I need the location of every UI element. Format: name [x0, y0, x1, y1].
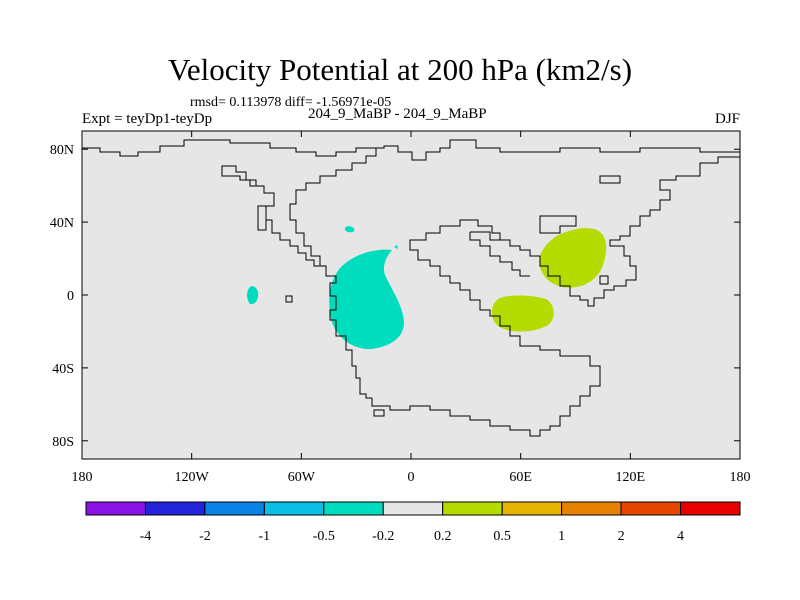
colorbar-label: 0.5	[493, 529, 511, 544]
negative-anomaly-small	[344, 226, 355, 233]
colorbar-box	[85, 501, 146, 516]
colorbar-label: -2	[199, 529, 211, 544]
colorbar-label: 1	[558, 529, 565, 544]
x-tick-label: 120W	[175, 470, 210, 485]
shaded-regions	[247, 226, 607, 350]
colorbar-label: 4	[677, 529, 684, 544]
colorbar-box	[204, 501, 265, 516]
negative-anomaly-dot	[394, 245, 398, 249]
colorbar-label: -4	[140, 529, 152, 544]
colorbar-box	[620, 501, 682, 516]
coastline-arabia-india	[469, 231, 530, 277]
y-tick-label: 80N	[50, 143, 74, 158]
y-tick-label: 40S	[52, 362, 74, 377]
map-axes: 180 120W 60W 0 60E 120E 180 80N 40N 0 40S 80S	[50, 131, 751, 485]
colorbar-box	[442, 501, 503, 516]
x-tick-label: 180	[730, 470, 751, 485]
map-background	[82, 131, 740, 459]
colorbar-box	[501, 501, 563, 516]
coastline-islands	[257, 175, 621, 417]
colorbar-label: 0.2	[434, 529, 452, 544]
positive-anomaly-asia	[539, 228, 607, 288]
colorbar-box	[382, 501, 444, 516]
colorbar-box	[263, 501, 325, 516]
colorbar-box	[561, 501, 622, 516]
coastline-eurasia	[371, 156, 740, 437]
x-tick-label: 60E	[509, 470, 532, 485]
colorbar-label: -0.5	[313, 529, 335, 544]
x-tick-label: 120E	[616, 470, 646, 485]
x-tick-label: 0	[408, 470, 415, 485]
x-tick-label: 180	[72, 470, 93, 485]
experiment-label: Expt = teyDp1-teyDp	[82, 111, 213, 127]
y-tick-label: 0	[67, 289, 74, 304]
coastline-south-america	[320, 265, 372, 399]
case-label: 204_9_MaBP - 204_9_MaBP	[308, 106, 487, 122]
colorbar-label: -1	[259, 529, 271, 544]
y-tick-label: 80S	[52, 435, 74, 450]
positive-anomaly-indian-ocean	[491, 295, 554, 332]
x-tick-label: 60W	[288, 470, 316, 485]
plot-title: Velocity Potential at 200 hPa (km2/s)	[167, 52, 633, 87]
season-label: DJF	[714, 111, 740, 127]
colorbar-box	[680, 501, 741, 516]
colorbar-label: 2	[618, 529, 625, 544]
negative-anomaly-pacific	[247, 286, 259, 305]
colorbar-box	[144, 501, 206, 516]
y-tick-label: 40N	[50, 216, 74, 231]
negative-anomaly-americas	[329, 249, 404, 350]
colorbar: -4 -2 -1 -0.5 -0.2 0.2 0.5 1 2 4	[85, 501, 741, 544]
coastline-greenland	[376, 139, 740, 161]
coastline-east-asia-box	[539, 215, 577, 234]
coastlines	[82, 139, 740, 437]
coastline-north-america	[82, 139, 377, 267]
colorbar-label: -0.2	[372, 529, 394, 544]
colorbar-box	[323, 501, 384, 516]
stats-label: rmsd= 0.113978 diff= -1.56971e-05	[190, 95, 392, 110]
